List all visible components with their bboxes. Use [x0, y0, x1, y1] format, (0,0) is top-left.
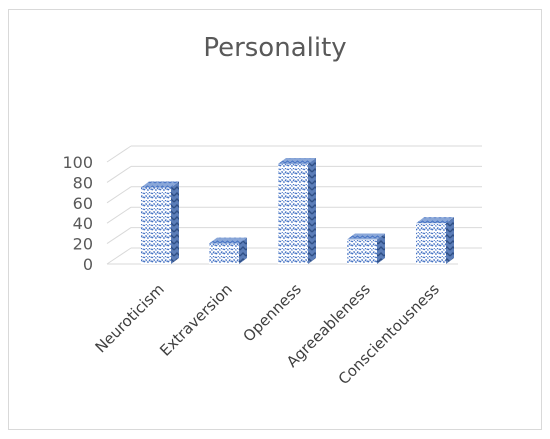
bar [347, 233, 385, 264]
bar-top [416, 217, 454, 224]
y-tick-label: 40 [73, 214, 93, 233]
bar-side [171, 181, 179, 264]
gridline-depth [106, 206, 132, 224]
gridline-depth [106, 247, 132, 265]
y-tick-label: 100 [62, 153, 93, 172]
bar-top [347, 233, 385, 240]
bar-front [416, 223, 446, 264]
bar [141, 181, 179, 264]
bar-side [377, 233, 385, 264]
bar-front [278, 164, 308, 264]
gridline-depth [106, 186, 132, 204]
gridline-depth [106, 227, 132, 245]
bar-front [209, 243, 239, 264]
bar-front [141, 187, 171, 264]
bar [416, 217, 454, 264]
y-tick-label: 0 [83, 255, 93, 274]
bar-side [308, 158, 316, 264]
x-category-label: Openness [239, 280, 304, 345]
bar-top [141, 181, 179, 188]
x-category-label: Extraversion [156, 280, 236, 360]
gridline-depth [106, 145, 132, 163]
x-category-label: Neuroticism [92, 280, 168, 356]
y-tick-label: 80 [73, 173, 93, 192]
bar [278, 158, 316, 264]
bar-side [239, 237, 247, 264]
bar [209, 237, 247, 264]
bars [141, 158, 454, 264]
chart-title: Personality [203, 33, 347, 63]
bar-top [278, 158, 316, 165]
bar-top [209, 237, 247, 244]
y-tick-label: 20 [73, 235, 93, 254]
bar-front [347, 239, 377, 264]
y-tick-label: 60 [73, 194, 93, 213]
gridline-depth [106, 165, 132, 183]
bar-side [446, 217, 454, 264]
